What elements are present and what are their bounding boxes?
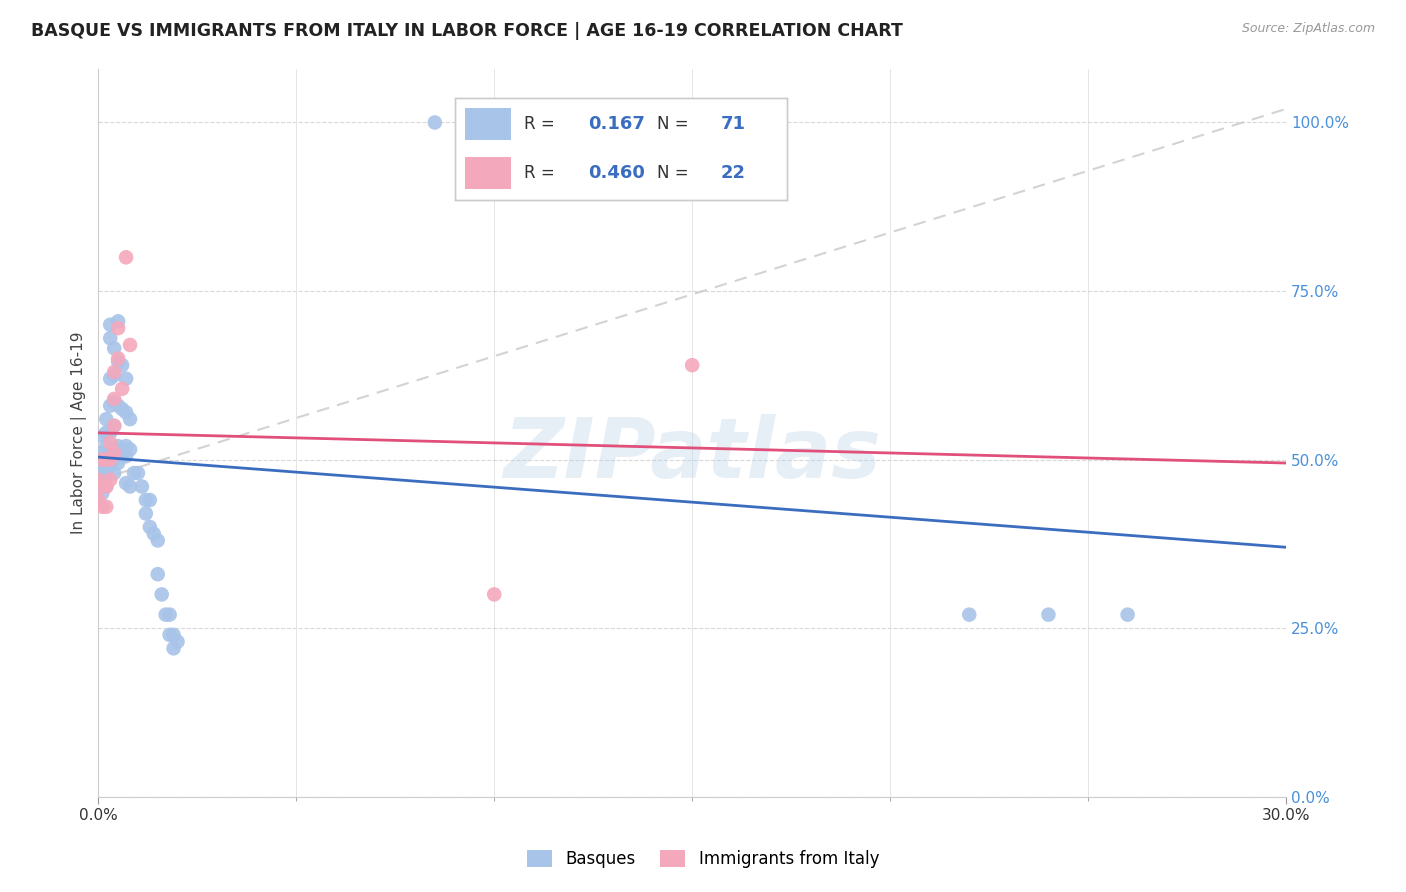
Point (1116, 607, 1139, 622)
Point (87, 493, 110, 508)
Point (103, 418, 125, 433)
Point (96, 425, 118, 440)
Point (98, 452, 121, 467)
Point (87, 469, 110, 483)
Point (681, 358, 703, 372)
Point (96, 439, 118, 453)
Point (423, 115, 446, 129)
Point (103, 442, 125, 457)
Point (111, 358, 134, 372)
Point (162, 641, 184, 656)
Point (641, 115, 664, 129)
Point (103, 392, 125, 406)
Point (166, 634, 188, 648)
Point (91, 446, 114, 460)
Point (107, 439, 129, 453)
Point (91, 452, 114, 467)
Point (96, 463, 118, 477)
Point (96, 466, 118, 480)
Point (1038, 607, 1060, 622)
Point (103, 395, 125, 409)
Point (107, 456, 129, 470)
Legend: Basques, Immigrants from Italy: Basques, Immigrants from Italy (520, 843, 886, 875)
Text: BASQUE VS IMMIGRANTS FROM ITALY IN LABOR FORCE | AGE 16-19 CORRELATION CHART: BASQUE VS IMMIGRANTS FROM ITALY IN LABOR… (31, 22, 903, 40)
Text: ZIPatlas: ZIPatlas (503, 414, 882, 495)
Point (103, 446, 125, 460)
Point (111, 449, 134, 463)
Point (107, 355, 129, 369)
Point (98, 435, 121, 450)
Point (135, 493, 157, 508)
Point (91, 500, 114, 514)
Point (115, 476, 138, 491)
Point (115, 372, 138, 386)
Point (118, 442, 141, 457)
Point (87, 473, 110, 487)
Point (159, 628, 181, 642)
Point (484, 587, 506, 601)
Point (107, 399, 129, 413)
Point (111, 446, 134, 460)
Point (135, 507, 157, 521)
Point (103, 341, 125, 355)
Point (96, 452, 118, 467)
Point (96, 449, 118, 463)
Point (103, 365, 125, 379)
Y-axis label: In Labor Force | Age 16-19: In Labor Force | Age 16-19 (72, 331, 87, 533)
Point (96, 479, 118, 493)
Point (87, 452, 110, 467)
Point (122, 466, 145, 480)
Point (96, 452, 118, 467)
Point (118, 412, 141, 426)
Point (98, 452, 121, 467)
Point (127, 466, 149, 480)
Point (98, 459, 121, 474)
Point (91, 479, 114, 493)
Point (87, 483, 110, 497)
Point (162, 628, 184, 642)
Point (131, 479, 153, 493)
Point (118, 338, 141, 352)
Point (115, 250, 138, 264)
Point (139, 520, 162, 534)
Point (98, 372, 121, 386)
Point (111, 382, 134, 396)
Point (103, 466, 125, 480)
Point (146, 567, 169, 582)
Point (98, 331, 121, 345)
Point (96, 500, 118, 514)
Point (107, 314, 129, 328)
Point (98, 473, 121, 487)
Point (98, 446, 121, 460)
Point (107, 321, 129, 335)
Point (115, 405, 138, 419)
Point (118, 479, 141, 493)
Point (155, 607, 177, 622)
Point (150, 587, 173, 601)
Point (957, 607, 980, 622)
Text: Source: ZipAtlas.com: Source: ZipAtlas.com (1241, 22, 1375, 36)
Point (91, 429, 114, 443)
Point (103, 452, 125, 467)
Point (91, 473, 114, 487)
Point (96, 479, 118, 493)
Point (142, 526, 165, 541)
Point (111, 402, 134, 417)
Point (103, 418, 125, 433)
Point (91, 466, 114, 480)
Point (103, 368, 125, 383)
Point (146, 533, 169, 548)
Point (96, 412, 118, 426)
Point (91, 459, 114, 474)
Point (98, 399, 121, 413)
Point (91, 486, 114, 500)
Point (115, 439, 138, 453)
Point (139, 493, 162, 508)
Point (159, 607, 181, 622)
Point (107, 351, 129, 366)
Point (115, 449, 138, 463)
Point (98, 318, 121, 332)
Point (98, 425, 121, 440)
